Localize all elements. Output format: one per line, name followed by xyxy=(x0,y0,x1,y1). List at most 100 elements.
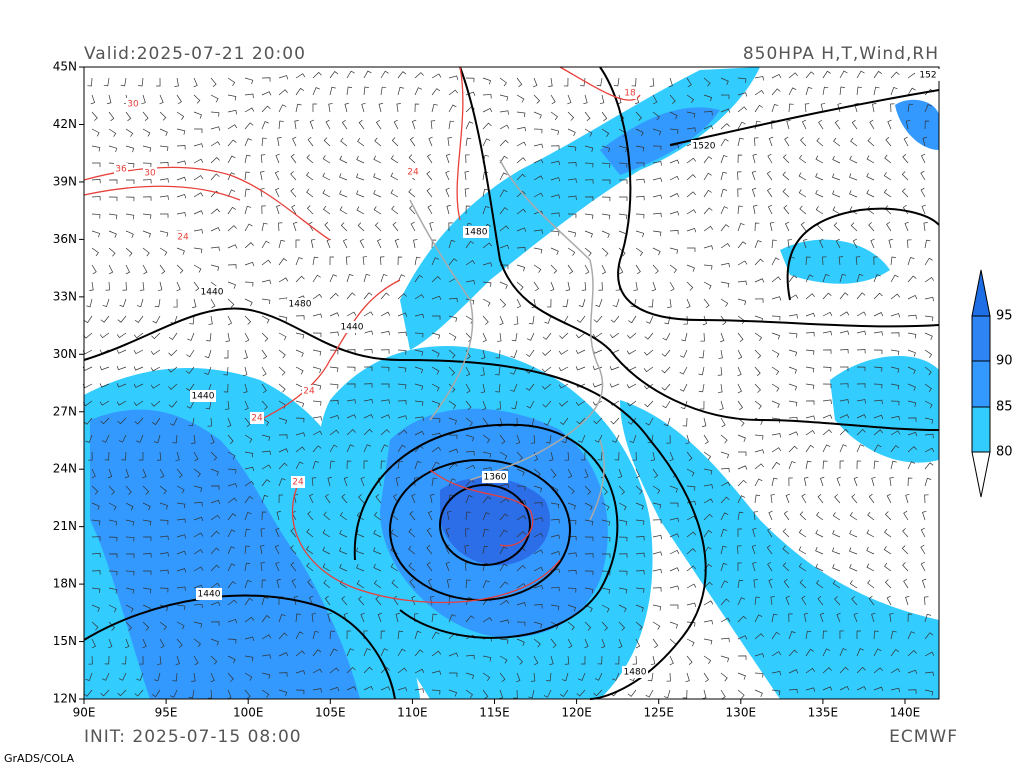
wind-barb xyxy=(176,485,185,494)
wind-barb xyxy=(788,314,798,319)
wind-barb xyxy=(924,671,934,677)
wind-barb xyxy=(550,551,561,556)
wind-barb xyxy=(633,281,638,291)
height-contours xyxy=(83,66,940,700)
wind-barb xyxy=(771,349,780,358)
wind-barb xyxy=(766,544,773,555)
wind-barb xyxy=(448,297,458,303)
wind-barb xyxy=(244,528,251,538)
wind-barb xyxy=(322,155,331,164)
wind-barb xyxy=(601,247,609,257)
wind-barb xyxy=(567,569,577,575)
wind-barb xyxy=(850,222,858,232)
wind-barb xyxy=(482,655,492,662)
wind-barb xyxy=(295,689,305,695)
wind-barb xyxy=(329,460,336,470)
wind-barb xyxy=(669,128,679,134)
wind-barb xyxy=(737,188,742,198)
wind-barb xyxy=(771,296,782,301)
wind-barb xyxy=(922,510,927,521)
wind-barb xyxy=(754,76,764,81)
wind-barb xyxy=(426,561,433,572)
wind-barb xyxy=(193,516,204,522)
wind-barb xyxy=(609,366,620,371)
wind-barb xyxy=(244,636,255,642)
wind-barb xyxy=(516,515,527,521)
wind-barb xyxy=(720,598,730,606)
wind-barb xyxy=(223,366,229,376)
wind-barb xyxy=(686,111,696,118)
wind-barb xyxy=(91,145,101,152)
wind-barb xyxy=(903,136,909,147)
wind-barb xyxy=(375,494,382,504)
wind-barb xyxy=(397,630,404,640)
wind-barb xyxy=(533,566,544,572)
wind-barb xyxy=(884,579,892,589)
wind-barb xyxy=(210,227,221,232)
wind-barb xyxy=(397,460,404,470)
wind-barb xyxy=(645,417,654,426)
wind-barb xyxy=(261,464,272,470)
wind-barb xyxy=(142,162,152,168)
wind-barb xyxy=(210,451,218,461)
wind-barb xyxy=(890,293,901,300)
wind-barb xyxy=(397,383,407,389)
wind-barb xyxy=(669,567,680,572)
wind-barb xyxy=(559,332,569,339)
wind-barb xyxy=(105,281,110,291)
wind-barb xyxy=(136,298,144,308)
wind-barb xyxy=(661,366,671,374)
wind-barb xyxy=(652,587,662,592)
wind-barb xyxy=(312,668,323,674)
wind-barb xyxy=(873,429,883,436)
wind-barb xyxy=(125,519,135,526)
wind-barb xyxy=(91,178,101,184)
wind-barb xyxy=(361,102,366,113)
wind-barb xyxy=(815,189,824,198)
wind-barb xyxy=(703,225,714,232)
wind-barb xyxy=(618,604,627,613)
wind-barb xyxy=(193,549,204,555)
wind-barb xyxy=(626,400,637,407)
wind-barb xyxy=(174,77,179,87)
wind-barb xyxy=(227,546,236,555)
wind-barb xyxy=(788,461,796,470)
wind-barb xyxy=(430,494,435,504)
wind-barb xyxy=(261,240,270,249)
wind-barb xyxy=(363,414,374,419)
wind-barb xyxy=(885,137,892,147)
wind-barb xyxy=(669,485,678,493)
wind-barb xyxy=(856,399,866,404)
wind-barb xyxy=(533,175,544,181)
wind-barb xyxy=(771,103,779,113)
wind-barb xyxy=(446,511,452,521)
wind-barb xyxy=(601,230,610,238)
colorbar-label: 90 xyxy=(996,354,1013,369)
wind-barb xyxy=(822,292,832,300)
wind-barb xyxy=(244,417,251,428)
wind-barb xyxy=(323,205,331,215)
temp-label: 24 xyxy=(407,168,419,178)
wind-barb xyxy=(788,332,798,338)
wind-barb xyxy=(210,77,217,87)
wind-barb xyxy=(788,445,798,453)
lon-label: 110E xyxy=(397,706,428,720)
wind-barb xyxy=(649,77,655,87)
wind-barb xyxy=(803,612,809,623)
wind-barb xyxy=(168,383,178,390)
wind-barb xyxy=(329,400,339,405)
wind-barb xyxy=(890,687,901,693)
wind-barb xyxy=(309,119,315,130)
wind-barb xyxy=(681,332,688,342)
wind-barb xyxy=(499,655,508,664)
wind-barb xyxy=(752,527,757,538)
wind-barb xyxy=(635,178,645,184)
wind-barb xyxy=(482,689,489,700)
wind-barb xyxy=(278,315,288,322)
wind-barb xyxy=(924,462,934,470)
wind-barb xyxy=(618,621,626,631)
wind-barb xyxy=(720,617,731,623)
wind-barb xyxy=(902,528,909,538)
wind-barb xyxy=(567,552,577,557)
wind-barb xyxy=(499,619,510,624)
